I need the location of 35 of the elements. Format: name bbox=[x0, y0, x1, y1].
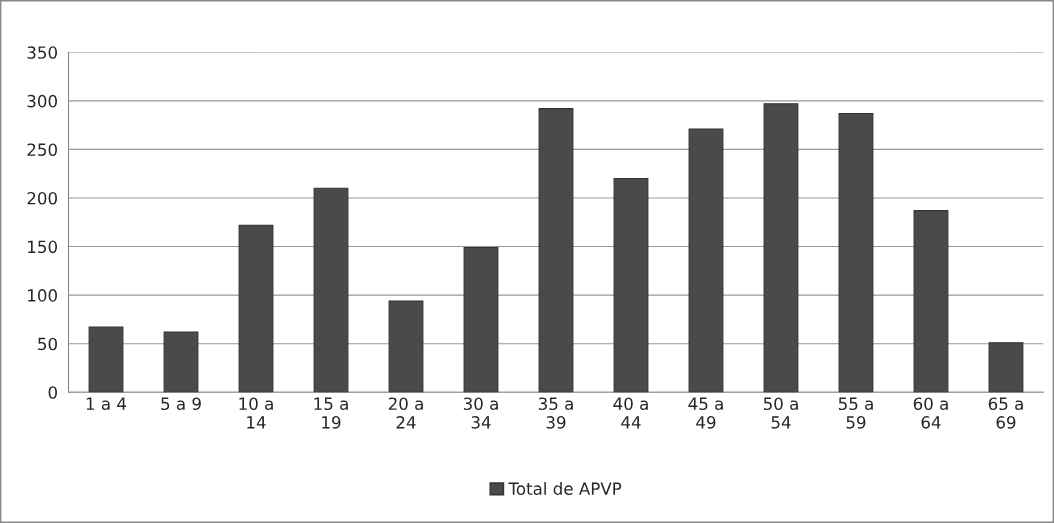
y-tick-label: 150 bbox=[28, 240, 57, 254]
bar bbox=[88, 326, 124, 393]
bar bbox=[613, 178, 649, 393]
bar bbox=[313, 187, 349, 393]
bar bbox=[763, 103, 799, 393]
x-tick-label: 40 a 44 bbox=[613, 397, 648, 429]
x-tick-label: 20 a 24 bbox=[388, 397, 423, 429]
bar bbox=[988, 342, 1024, 393]
y-tick-label: 200 bbox=[27, 191, 57, 205]
x-tick-label: 60 a 64 bbox=[913, 397, 948, 429]
x-tick-label: 35 a 39 bbox=[538, 397, 573, 429]
x-tick-label: 1 a 4 bbox=[86, 397, 127, 411]
bar bbox=[538, 108, 574, 393]
bar bbox=[238, 224, 274, 393]
x-tick-label: 5 a 9 bbox=[161, 397, 201, 411]
y-tick-label: 350 bbox=[27, 46, 57, 59]
x-tick-label: 10 a 14 bbox=[239, 397, 273, 429]
bar bbox=[688, 128, 724, 393]
bar bbox=[838, 112, 874, 393]
x-tick-label: 55 a 59 bbox=[838, 397, 873, 429]
bar bbox=[463, 246, 499, 393]
y-tick-label: 50 bbox=[38, 337, 57, 351]
y-tick-label: 250 bbox=[27, 143, 57, 156]
bar bbox=[163, 331, 199, 393]
bar bbox=[913, 210, 949, 393]
x-tick-label: 15 a 19 bbox=[314, 397, 348, 429]
x-tick-label: 45 a 49 bbox=[688, 397, 723, 429]
legend-label: Total de APVP bbox=[508, 482, 622, 495]
y-tick-label: 0 bbox=[48, 386, 57, 399]
y-tick-label: 300 bbox=[27, 94, 57, 108]
bar bbox=[388, 300, 424, 393]
y-tick-label: 100 bbox=[28, 289, 57, 302]
x-tick-label: 65 a 69 bbox=[988, 397, 1023, 429]
x-tick-label: 30 a 34 bbox=[463, 397, 498, 429]
x-tick-label: 50 a 54 bbox=[763, 397, 798, 429]
